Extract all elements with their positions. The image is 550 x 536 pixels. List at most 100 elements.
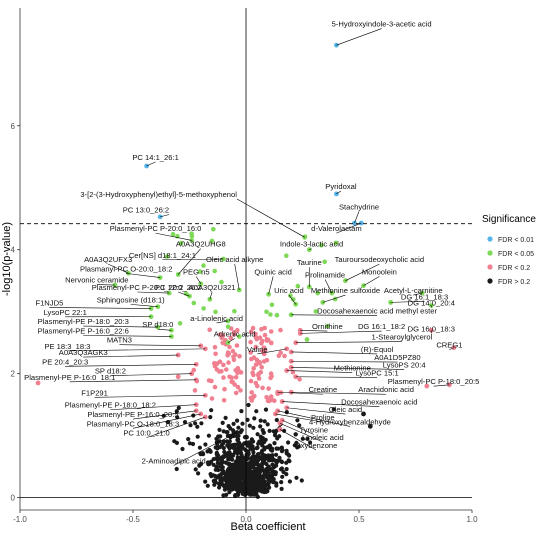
- leader-line: [324, 279, 333, 294]
- point-label: Plasmanyl-PC O-20:0_18:2: [80, 264, 172, 273]
- scatter-point: [223, 472, 228, 477]
- scatter-point: [273, 470, 278, 475]
- scatter-point: [239, 409, 244, 414]
- scatter-point: [226, 440, 231, 445]
- scatter-point: [174, 409, 179, 414]
- scatter-point: [235, 418, 240, 423]
- scatter-point: [245, 456, 250, 461]
- scatter-point: [197, 445, 202, 450]
- point-label: SP d18:2: [95, 367, 126, 376]
- scatter-point: [191, 367, 197, 373]
- scatter-point: [221, 398, 227, 403]
- scatter-point: [263, 473, 269, 478]
- point-label: DG 16:0_18:3: [408, 325, 455, 334]
- scatter-point: [203, 442, 208, 447]
- leader-line: [83, 354, 179, 358]
- scatter-point: [254, 383, 260, 389]
- scatter-point: [209, 378, 214, 384]
- scatter-point: [221, 455, 226, 460]
- scatter-point: [235, 369, 241, 374]
- point-label: Docosahexaenoic acid: [341, 398, 417, 407]
- scatter-point: [292, 443, 297, 448]
- point-label: PC 14:1_26:1: [132, 153, 178, 162]
- scatter-point: [255, 494, 260, 499]
- leader-line: [234, 264, 240, 291]
- scatter-point: [265, 456, 270, 461]
- scatter-point: [249, 462, 254, 467]
- scatter-point: [331, 407, 336, 412]
- y-tick-label: 6: [11, 122, 16, 131]
- scatter-point: [248, 378, 254, 384]
- scatter-point: [241, 460, 246, 465]
- scatter-point: [261, 458, 266, 463]
- scatter-point: [258, 418, 263, 423]
- leader-line: [291, 391, 387, 395]
- scatter-point: [305, 436, 310, 441]
- scatter-point: [259, 480, 264, 485]
- point-label: Docosahexaenoic acid methyl ester: [317, 307, 437, 316]
- scatter-point: [223, 475, 228, 480]
- point-label: d-Valerolactam: [311, 224, 362, 233]
- scatter-point: [234, 481, 239, 486]
- scatter-point: [174, 466, 179, 472]
- scatter-point: [272, 441, 277, 446]
- scatter-point: [211, 478, 216, 484]
- scatter-point: [233, 390, 239, 396]
- scatter-point: [250, 483, 255, 488]
- scatter-point: [288, 293, 293, 298]
- scatter-point: [195, 434, 200, 439]
- scatter-point: [319, 243, 324, 248]
- scatter-point: [189, 231, 194, 236]
- scatter-point: [257, 360, 262, 365]
- scatter-point: [212, 364, 218, 369]
- scatter-point: [254, 461, 259, 467]
- point-label: LysoPC 22:1: [44, 308, 87, 317]
- labels-layer: 5-Hydroxyindole-3-acetic acid PC 14:1_26:…: [24, 20, 479, 466]
- scatter-point: [260, 385, 265, 391]
- legend: Significance FDR < 0.01 FDR < 0.05 FDR < 0.…: [482, 214, 536, 286]
- legend-marker-3: [487, 264, 493, 270]
- scatter-point: [224, 492, 229, 497]
- scatter-point: [170, 231, 176, 237]
- leader-line: [449, 347, 455, 350]
- scatter-point: [245, 417, 250, 422]
- leader-line: [413, 292, 423, 296]
- leader-line: [336, 190, 342, 195]
- scatter-point: [199, 421, 204, 426]
- scatter-point: [245, 443, 250, 448]
- scatter-point: [278, 327, 283, 333]
- scatter-point: [177, 321, 183, 326]
- leader-line: [336, 222, 362, 234]
- point-label: A0A3Q2UHG8: [176, 240, 226, 249]
- annotated-point: [234, 430, 240, 435]
- point-label: PE 20:4_20:3: [42, 357, 88, 366]
- scatter-point: [253, 473, 258, 478]
- y-tick-label: 2: [11, 370, 16, 379]
- scatter-point: [361, 411, 366, 417]
- scatter-point: [248, 329, 254, 335]
- leader-line: [291, 360, 398, 363]
- leader-line: [282, 419, 314, 435]
- scatter-point: [230, 348, 236, 354]
- point-label: Plasmenyl-PE P-16:0_20:5: [87, 410, 178, 419]
- y-axis-title: -log10(p-value): [1, 222, 13, 296]
- scatter-point: [244, 451, 249, 456]
- leader-line: [282, 401, 380, 407]
- leader-line: [146, 161, 156, 167]
- scatter-point: [248, 350, 253, 355]
- scatter-point: [250, 325, 256, 331]
- point-label: A0A3Q2UFX3: [84, 255, 132, 264]
- point-label: LysoPS 20:4: [383, 360, 426, 369]
- scatter-point: [232, 308, 237, 314]
- scatter-point: [325, 323, 330, 329]
- x-tick-label: 1.0: [466, 515, 478, 524]
- scatter-point: [212, 268, 217, 274]
- point-label: 4-Hydroxybenzaldehyde: [309, 417, 391, 426]
- scatter-point: [193, 421, 198, 426]
- point-label: Tauroursodeoxycholic acid: [335, 255, 425, 264]
- scatter-point: [262, 419, 267, 424]
- scatter-point: [257, 483, 262, 488]
- scatter-point: [209, 238, 215, 244]
